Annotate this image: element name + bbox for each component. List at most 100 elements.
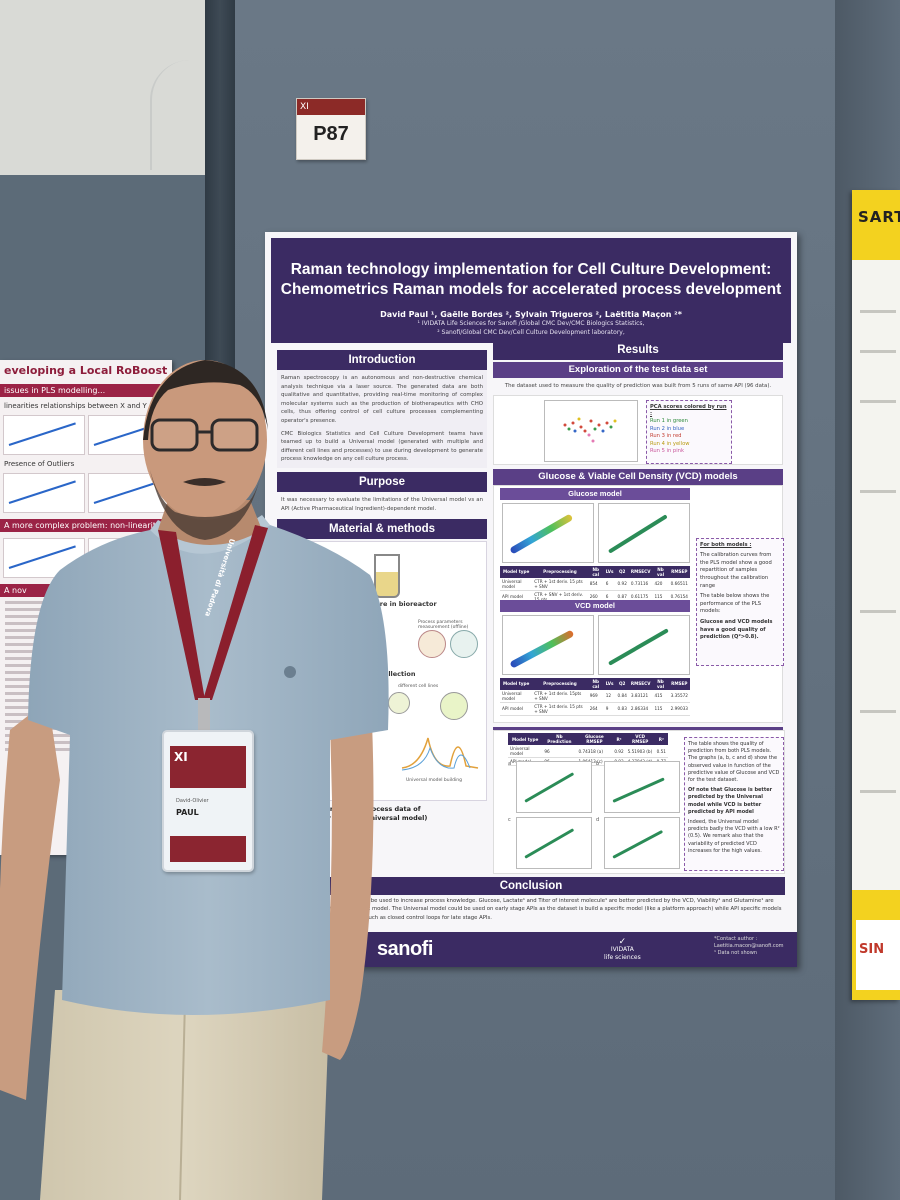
table-cell: 2.99033: [668, 702, 690, 716]
prediction-plot-b: [604, 761, 680, 813]
table-cell: 5.51903 (b): [625, 745, 655, 758]
pca-scores-plot: [544, 399, 638, 462]
introduction-heading: Introduction: [277, 350, 487, 370]
methods-step-sub: Universal model building: [406, 778, 462, 784]
poster-results-column: Results Exploration of the test data set…: [493, 340, 784, 870]
results-heading: Results: [493, 340, 783, 360]
table-column-header: Q2: [615, 565, 629, 578]
table-cell: Universal model: [500, 577, 533, 591]
prediction-points: [524, 828, 575, 859]
introduction-paragraph: CMC Biologics Statistics and Cell Cultur…: [281, 430, 483, 463]
exploration-text: The dataset used to measure the quality …: [504, 383, 772, 389]
note-text: Indeed, the Universal model predicts bad…: [688, 819, 780, 854]
note-text: The calibration curves from the PLS mode…: [700, 552, 772, 589]
right-poster-text: [860, 350, 896, 353]
glucose-calibration-plot: [598, 502, 690, 563]
vcd-calibration-plot: [598, 614, 690, 675]
table-row: API model CTR + 1st deriv. 15 pts + SNV 26…: [500, 702, 690, 716]
table-cell: 0.74318 (a): [576, 745, 613, 758]
bioreactor-icon: [374, 554, 400, 599]
left-poster-plots: [0, 412, 172, 458]
comparison-table: Model type Nb Prediction Glucose RMSEP R² VC…: [508, 733, 668, 766]
table-column-header: RMSECV: [628, 565, 653, 578]
right-poster-footer: SIN: [852, 890, 900, 1000]
pca-scores-points: [563, 417, 617, 443]
table-column-header: LVs: [603, 677, 616, 690]
vcd-performance-table: Model type Preprocessing Nb cal LVs Q2 RMSECV…: [500, 677, 690, 716]
table-cell: 420: [652, 577, 669, 591]
table-column-header: Preprocessing: [532, 565, 588, 578]
table-column-header: Q2: [615, 677, 629, 690]
prediction-plot-c: [516, 817, 592, 869]
cell-line-icon: [388, 692, 410, 715]
table-column-header: VCD RMSEP: [625, 733, 655, 745]
pca-legend-item: Run 4 in yellow: [650, 440, 690, 447]
poster-footer: sanofi ✓ IVIDATA life sciences *Contact …: [349, 932, 797, 967]
table-header-row: Model type Nb Prediction Glucose RMSEP R² VC…: [508, 733, 668, 745]
table-column-header: Nb val: [652, 565, 669, 578]
right-poster-brand: SARTORI: [858, 208, 900, 226]
vcd-model-heading: VCD model: [500, 599, 690, 612]
badge-footer: [170, 836, 246, 862]
table-cell: 9: [603, 702, 616, 716]
note-text: The table shows the quality of predictio…: [688, 741, 780, 784]
table-column-header: Nb cal: [587, 565, 604, 578]
left-poster-heading: A more complex problem: non-linearit: [0, 519, 172, 532]
calibration-band: [509, 629, 575, 669]
plot-label: b: [596, 761, 600, 767]
poster-left-column: Introduction Raman spectroscopy is an au…: [277, 350, 487, 950]
table-cell: 12: [603, 689, 616, 703]
table-cell: CTR + 1st deriv. 15 pts + SNV: [532, 702, 588, 716]
methods-step: collection: [380, 670, 416, 679]
poster-affiliation: ¹ IVIDATA Life Sciences for Sanofi /Glob…: [417, 320, 645, 327]
table-cell: 96: [542, 745, 577, 758]
calibration-band: [509, 513, 574, 555]
table-column-header: Model type: [508, 733, 543, 745]
prediction-points: [612, 829, 664, 859]
left-poster-subheading: linearities relationships between X and …: [4, 402, 147, 410]
badge-event-mark: XI: [174, 750, 188, 764]
plot-label: a: [508, 761, 512, 767]
sanofi-logo: sanofi: [377, 938, 433, 960]
glucose-vcd-heading: Glucose & Viable Cell Density (VCD) mode…: [493, 468, 783, 485]
main-poster: Raman technology implementation for Cell…: [265, 232, 797, 967]
purpose-heading: Purpose: [277, 471, 487, 492]
prediction-plot-a: [516, 761, 592, 813]
table-column-header: RMSEP: [668, 677, 690, 690]
glucose-performance-table: Model type Preprocessing Nb cal LVs Q2 RMSECV…: [500, 565, 690, 604]
introduction-paragraph: Raman spectroscopy is an autonomous and …: [281, 375, 483, 424]
left-poster-heading: A nov: [0, 584, 172, 597]
left-poster-heading: issues in PLS modelling...: [0, 384, 172, 397]
left-poster: eveloping a Local RoBoost PLS issues in …: [0, 360, 172, 855]
conclusion-text: of biomarkers, both models should be use…: [277, 898, 782, 921]
glucose-vcd-note: For both models : The calibration curves…: [696, 537, 784, 666]
table-cell: 0.92: [612, 745, 626, 758]
contact-info: *Contact author : Laetitia.macon@sanofi.…: [714, 936, 784, 957]
pca-legend-item: Run 2 in blue: [650, 425, 685, 432]
table-cell: 854: [587, 577, 604, 591]
conclusion-heading: Conclusion: [277, 877, 785, 895]
left-poster-plots: [0, 535, 172, 581]
table-column-header: R²: [654, 733, 668, 745]
prediction-points: [524, 772, 575, 803]
sample-icon: [450, 630, 478, 659]
table-column-header: Nb cal: [587, 677, 604, 690]
right-poster-text: [860, 400, 896, 403]
spectra-icon: [401, 737, 479, 771]
left-poster-subheading: Presence of Outliers: [4, 460, 75, 468]
table-cell: 115: [652, 702, 669, 716]
table-column-header: Nb Prediction: [542, 733, 577, 745]
table-header-row: Model type Preprocessing Nb cal LVs Q2 RMSECV…: [500, 677, 690, 690]
table-row: Universal model CTR + 1st deriv. 15 pts +…: [500, 577, 690, 591]
poster-title-line1: Raman technology implementation for Cell…: [290, 261, 772, 278]
poster-title-line2: Chemometrics Raman models for accelerate…: [280, 281, 782, 298]
methods-caption-line: y crossing Raman and process data of: [281, 805, 421, 814]
table-column-header: RMSECV: [628, 677, 653, 690]
methods-caption: y crossing Raman and process data of API…: [277, 801, 487, 827]
name-badge: XI David-Olivier PAUL: [162, 730, 254, 872]
table-cell: 0.83: [615, 702, 629, 716]
pca-legend-item: Run 3 in red: [650, 433, 682, 440]
exploration-heading: Exploration of the test data set: [493, 362, 783, 378]
left-poster-plot: [87, 538, 169, 578]
